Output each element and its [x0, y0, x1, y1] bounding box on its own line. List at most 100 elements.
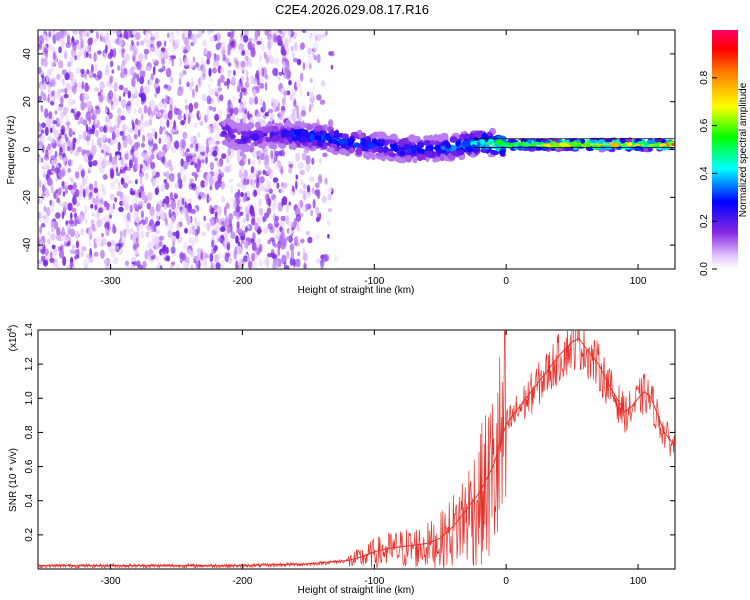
spectrogram-speckle — [259, 82, 265, 89]
spectrogram-ridge-cell — [521, 141, 526, 146]
spectrogram-ridge-cell — [281, 130, 288, 135]
spectrogram-ridge-cell — [397, 159, 405, 164]
spectrogram-speckle — [325, 30, 328, 36]
spectrogram-speckle — [172, 127, 178, 133]
spectrogram-speckle — [117, 182, 121, 187]
spectrogram-speckle — [41, 257, 44, 262]
spectrogram-speckle — [109, 48, 114, 58]
spectrogram-ridge-cell — [251, 133, 260, 142]
spectrogram-speckle — [86, 254, 91, 259]
spectrogram-ridge-cell — [283, 139, 289, 145]
spectrogram-speckle — [198, 30, 204, 37]
spectrogram-ridge-cell — [267, 121, 273, 127]
spectrogram-speckle — [303, 189, 307, 200]
spectrogram-speckle — [273, 33, 278, 43]
spectrogram-speckle — [170, 146, 177, 154]
spectrogram-speckle — [170, 200, 176, 210]
spectrogram-speckle — [69, 228, 75, 238]
y-tick-label: 0.2 — [24, 527, 35, 541]
spectrogram-speckle — [53, 190, 59, 199]
spectrogram-y-ticks: -40 -20 0 20 40 — [22, 48, 675, 252]
spectrogram-ridge-cell — [269, 144, 278, 150]
spectrogram-speckle — [94, 213, 99, 219]
y-tick-label: 1.4 — [24, 323, 35, 337]
spectrogram-speckle — [295, 213, 302, 222]
spectrogram-speckle — [180, 44, 184, 54]
spectrogram-speckle — [154, 131, 158, 140]
spectrogram-speckle — [74, 171, 80, 179]
spectrogram-speckle — [54, 262, 58, 268]
spectrogram-speckle — [143, 163, 146, 169]
spectrogram-speckle — [47, 84, 51, 94]
spectrogram-speckle — [258, 207, 264, 216]
spectrogram-speckle — [85, 123, 89, 133]
spectrogram-speckle — [252, 261, 258, 269]
spectrogram-speckle — [94, 236, 101, 247]
spectrogram-speckle — [271, 157, 275, 163]
spectrogram-speckle — [246, 256, 251, 262]
spectrogram-speckle — [86, 69, 90, 75]
spectrogram-speckle — [328, 119, 334, 128]
spectrogram-speckle — [121, 48, 126, 54]
spectrogram-speckle — [190, 223, 196, 233]
spectrogram-speckle — [226, 79, 230, 90]
spectrogram-speckle — [241, 224, 245, 230]
spectrogram-speckle — [71, 266, 76, 269]
spectrogram-speckle — [199, 259, 206, 265]
spectrogram-speckle — [77, 164, 84, 171]
spectrogram-speckle — [312, 41, 319, 52]
spectrogram-speckle — [189, 82, 192, 92]
spectrogram-ridge-cell — [627, 142, 633, 147]
spectrogram-speckle — [233, 70, 236, 76]
spectrogram-speckle — [136, 60, 142, 71]
y-tick-label: 0.8 — [24, 425, 35, 439]
spectrogram-speckle — [92, 160, 98, 166]
spectrogram-speckle — [276, 106, 279, 112]
spectrogram-speckle — [163, 105, 167, 115]
spectrogram-speckle — [88, 116, 92, 125]
spectrogram-speckle — [102, 174, 108, 180]
spectrogram-speckle — [225, 202, 230, 209]
spectrogram-ridge-cell — [291, 136, 298, 142]
spectrogram-speckle — [181, 252, 187, 261]
spectrogram-speckle — [131, 256, 137, 263]
spectrogram-speckle — [173, 193, 178, 200]
spectrogram-speckle — [292, 118, 297, 123]
spectrogram-speckle — [171, 235, 177, 243]
spectrogram-speckle — [164, 195, 170, 205]
spectrogram-speckle — [154, 49, 161, 57]
spectrogram-speckle — [210, 262, 214, 269]
spectrogram-speckle — [269, 54, 273, 59]
spectrogram-speckle — [309, 34, 313, 41]
spectrogram-speckle — [44, 149, 49, 159]
spectrogram-speckle — [45, 206, 51, 217]
spectrogram-speckle — [231, 95, 237, 101]
spectrogram-ridge-cell — [307, 141, 313, 149]
spectrogram-speckle — [38, 66, 42, 74]
spectrogram-speckle — [160, 183, 166, 192]
spectrogram-speckle — [220, 41, 226, 51]
spectrogram-speckle — [103, 125, 107, 133]
spectrogram-speckle — [266, 207, 271, 216]
spectrogram-speckle — [183, 160, 188, 170]
spectrogram-speckle — [190, 209, 196, 214]
spectrogram-speckle — [214, 113, 220, 122]
spectrogram-speckle — [305, 61, 308, 70]
spectrogram-speckle — [40, 104, 44, 113]
spectrogram-speckle — [113, 82, 118, 92]
spectrogram-speckle — [52, 120, 57, 125]
spectrogram-speckle — [251, 242, 257, 252]
spectrogram-ridge-cell — [254, 121, 261, 129]
spectrogram-speckle — [206, 50, 212, 60]
spectrogram-speckle — [320, 262, 324, 269]
spectrogram-speckle — [198, 112, 202, 118]
spectrogram-speckle — [43, 59, 48, 68]
spectrogram-speckle — [134, 250, 140, 256]
spectrogram-speckle — [62, 30, 67, 36]
spectrogram-speckle — [319, 99, 326, 105]
spectrogram-ridge-cell — [451, 145, 457, 152]
spectrogram-speckle — [100, 249, 105, 259]
spectrogram-speckle — [291, 88, 296, 97]
spectrogram-speckle — [198, 154, 203, 160]
snr-frame — [37, 329, 676, 570]
